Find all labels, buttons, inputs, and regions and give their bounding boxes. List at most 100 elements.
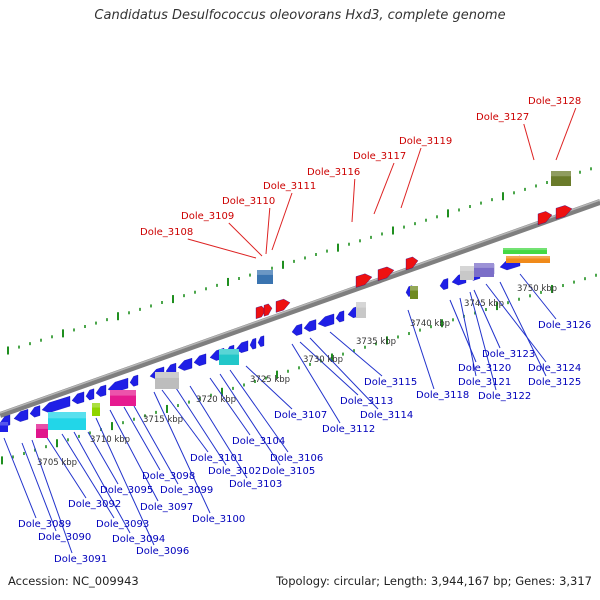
gene-features — [0, 171, 573, 438]
gene-label: Dole_3089 — [18, 519, 71, 530]
label-leader — [45, 435, 87, 499]
gene-label: Dole_3106 — [270, 453, 323, 464]
gene-arrow — [555, 205, 573, 220]
gene-arrow — [335, 310, 345, 323]
label-leader — [449, 299, 477, 363]
gene-label: Dole_3124 — [528, 363, 581, 374]
gene-box — [92, 403, 100, 416]
gene-label: Dole_3111 — [263, 181, 316, 192]
gene-box — [257, 270, 273, 284]
label-leader — [291, 343, 341, 424]
gene-arrow — [439, 278, 449, 290]
gene-label: Dole_3099 — [160, 485, 213, 496]
tick-marks — [1, 167, 597, 465]
gene-box — [110, 390, 136, 406]
label-leader — [153, 391, 211, 514]
gene-box — [36, 424, 48, 438]
gene-box — [460, 266, 474, 280]
scale-label: 3720 kbp — [196, 395, 236, 405]
label-leader — [219, 373, 281, 466]
gene-label: Dole_3123 — [482, 349, 535, 360]
gene-arrow — [291, 323, 303, 336]
label-leader — [523, 123, 535, 161]
gene-box — [474, 263, 494, 277]
gene-arrow — [303, 319, 317, 332]
label-leaders — [3, 107, 577, 554]
label-leader — [228, 222, 263, 257]
gene-label: Dole_3116 — [307, 167, 360, 178]
label-leader — [123, 406, 161, 471]
label-leader — [3, 437, 37, 519]
gene-arrow — [263, 303, 273, 317]
scale-labels: 3705 kbp 3710 kbp 3715 kbp 3720 kbp 3725 kbp… — [37, 284, 557, 468]
gene-label: Dole_3100 — [192, 514, 245, 525]
topology-text: Topology: circular; Length: 3,944,167 bp… — [276, 574, 592, 588]
gene-label: Dole_3097 — [140, 502, 193, 513]
gene-box — [410, 286, 418, 299]
gene-box — [503, 248, 547, 254]
label-leader — [485, 283, 547, 363]
label-leader — [499, 281, 547, 377]
gene-label: Dole_3103 — [229, 479, 282, 490]
genome-title: Candidatus Desulfococcus oleovorans Hxd3… — [94, 8, 506, 23]
label-leader — [21, 442, 57, 532]
label-leader — [87, 431, 119, 485]
gene-arrow — [377, 266, 395, 281]
gene-arrow — [355, 273, 373, 288]
gene-label: Dole_3121 — [458, 377, 511, 388]
gene-box — [0, 422, 8, 432]
gene-label: Dole_3117 — [353, 151, 406, 162]
label-leader — [61, 433, 115, 519]
label-leader — [245, 365, 293, 410]
gene-arrow — [129, 374, 139, 387]
label-leader — [309, 337, 379, 410]
gene-arrow — [193, 353, 207, 367]
label-leader — [189, 385, 248, 479]
label-leader — [133, 405, 179, 485]
gene-arrow — [317, 313, 335, 327]
label-leader — [187, 238, 257, 259]
label-leader — [265, 207, 271, 255]
gene-label: Dole_3091 — [54, 554, 107, 565]
gene-label: Dole_3118 — [416, 390, 469, 401]
gene-label: Dole_3096 — [136, 546, 189, 557]
gene-box — [551, 171, 571, 186]
gene-box — [219, 349, 239, 365]
scale-label: 3725 kbp — [250, 375, 290, 385]
label-leader — [407, 309, 435, 390]
gene-label: Dole_3095 — [100, 485, 153, 496]
scale-label: 3750 kbp — [517, 284, 557, 294]
gene-arrow — [177, 357, 193, 371]
gene-label: Dole_3090 — [38, 532, 91, 543]
gene-labels: Dole_3108 Dole_3109 Dole_3110 Dole_3111 Dole… — [18, 96, 591, 565]
scale-label: 3715 kbp — [143, 415, 183, 425]
gene-arrow — [537, 211, 553, 226]
gene-box — [356, 302, 366, 318]
label-leader — [351, 178, 356, 223]
genome-backbone — [0, 199, 600, 418]
label-leader — [271, 192, 293, 251]
label-leader — [209, 377, 251, 436]
gene-label: Dole_3101 — [190, 453, 243, 464]
gene-arrow — [13, 409, 29, 422]
label-leader — [555, 107, 577, 161]
gene-arrow — [257, 335, 265, 347]
scale-label: 3745 kbp — [464, 299, 504, 309]
gene-label: Dole_3115 — [364, 377, 417, 388]
gene-label: Dole_3125 — [528, 377, 581, 388]
gene-label: Dole_3127 — [476, 112, 529, 123]
gene-label: Dole_3120 — [458, 363, 511, 374]
scale-label: 3710 kbp — [90, 435, 130, 445]
gene-label: Dole_3094 — [112, 534, 165, 545]
gene-label: Dole_3109 — [181, 211, 234, 222]
gene-label: Dole_3110 — [222, 196, 275, 207]
gene-arrow — [405, 256, 419, 271]
label-leader — [229, 369, 289, 453]
label-leader — [31, 439, 73, 554]
gene-arrow — [85, 388, 95, 401]
scale-label: 3735 kbp — [356, 337, 396, 347]
scale-label: 3730 kbp — [303, 355, 343, 365]
gene-label: Dole_3107 — [274, 410, 327, 421]
gene-arrow — [41, 395, 71, 413]
